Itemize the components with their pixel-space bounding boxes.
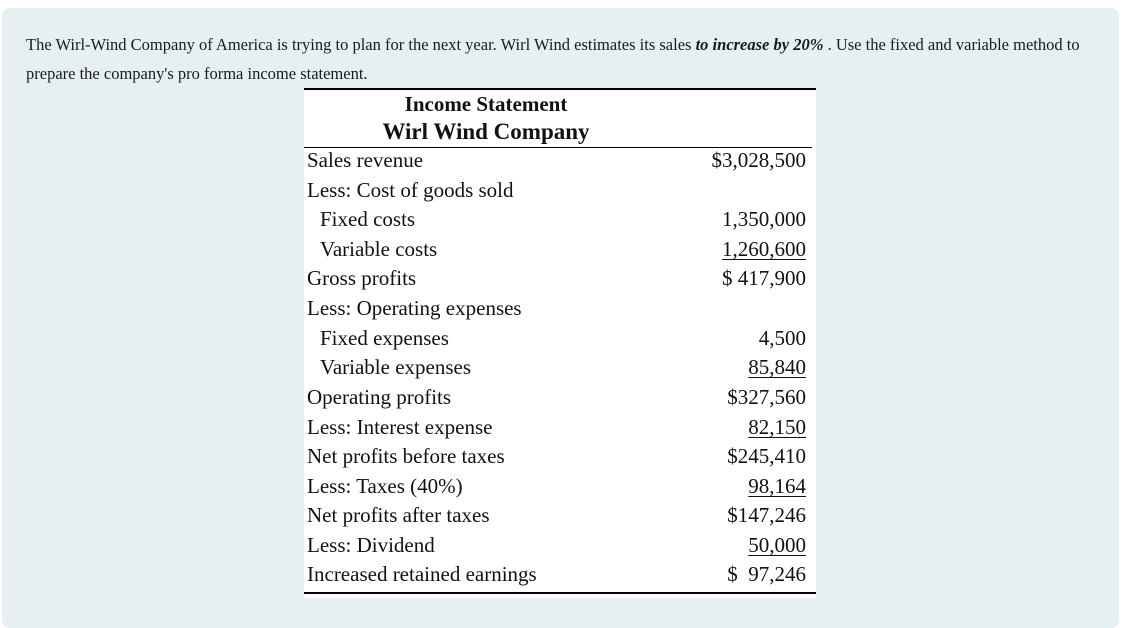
row-label: Sales revenue bbox=[307, 148, 424, 172]
statement-title: Income Statement bbox=[404, 92, 568, 116]
row-label: Gross profits bbox=[307, 266, 417, 290]
row-variable-expenses: Variable expenses 85,840 bbox=[304, 355, 812, 385]
row-label: Less: Cost of goods sold bbox=[307, 178, 514, 202]
row-label: Less: Taxes (40%) bbox=[307, 474, 463, 498]
row-amount: $ 417,900 bbox=[722, 266, 806, 290]
row-cogs-header: Less: Cost of goods sold bbox=[304, 178, 812, 208]
question-text-part2: . Use the fixed and variable method to p… bbox=[26, 35, 1080, 83]
row-net-after-taxes: Net profits after taxes $147,246 bbox=[304, 503, 812, 533]
row-amount: 50,000 bbox=[748, 533, 806, 557]
row-amount: 1,350,000 bbox=[722, 207, 806, 231]
row-amount: 4,500 bbox=[758, 326, 806, 350]
question-emphasis: to increase by 20% bbox=[695, 35, 824, 54]
row-amount: $245,410 bbox=[727, 444, 806, 468]
row-sales-revenue: Sales revenue $3,028,500 bbox=[304, 148, 812, 178]
row-amount: $3,028,500 bbox=[711, 148, 807, 172]
row-label: Net profits after taxes bbox=[307, 503, 490, 527]
row-retained-earnings: Increased retained earnings $ 97,246 bbox=[304, 562, 812, 592]
row-label: Operating profits bbox=[307, 385, 452, 409]
row-amount: 1,260,600 bbox=[722, 237, 806, 261]
row-operating-profits: Operating profits $327,560 bbox=[304, 385, 812, 415]
row-label: Less: Operating expenses bbox=[307, 296, 522, 320]
row-dividend: Less: Dividend 50,000 bbox=[304, 533, 812, 563]
row-amount: $ 97,246 bbox=[727, 562, 806, 586]
row-fixed-costs: Fixed costs 1,350,000 bbox=[304, 207, 812, 237]
row-label: Fixed expenses bbox=[320, 326, 449, 350]
row-amount: 98,164 bbox=[748, 474, 806, 498]
row-amount: $147,246 bbox=[727, 503, 806, 527]
row-taxes: Less: Taxes (40%) 98,164 bbox=[304, 474, 812, 504]
statement-company: Wirl Wind Company bbox=[382, 119, 590, 144]
row-label: Variable expenses bbox=[320, 355, 472, 379]
row-net-before-taxes: Net profits before taxes $245,410 bbox=[304, 444, 812, 474]
row-amount: 82,150 bbox=[748, 415, 806, 439]
row-label: Fixed costs bbox=[320, 207, 416, 231]
row-interest-expense: Less: Interest expense 82,150 bbox=[304, 415, 812, 445]
row-opex-header: Less: Operating expenses bbox=[304, 296, 812, 326]
row-amount: 85,840 bbox=[748, 355, 806, 379]
row-fixed-expenses: Fixed expenses 4,500 bbox=[304, 326, 812, 356]
row-label: Less: Dividend bbox=[307, 533, 435, 557]
row-label: Increased retained earnings bbox=[307, 562, 537, 586]
row-amount: $327,560 bbox=[727, 385, 806, 409]
bottom-rule bbox=[304, 592, 816, 594]
row-label: Variable costs bbox=[320, 237, 438, 261]
row-label: Less: Interest expense bbox=[307, 415, 493, 439]
header-rule bbox=[304, 147, 812, 148]
row-variable-costs: Variable costs 1,260,600 bbox=[304, 237, 812, 267]
row-label: Net profits before taxes bbox=[307, 444, 505, 468]
row-gross-profits: Gross profits $ 417,900 bbox=[304, 266, 812, 296]
income-statement-table: Income Statement Wirl Wind Company Sales… bbox=[304, 88, 816, 598]
question-text: The Wirl-Wind Company of America is tryi… bbox=[26, 30, 1116, 88]
question-text-part1: The Wirl-Wind Company of America is tryi… bbox=[26, 35, 696, 54]
